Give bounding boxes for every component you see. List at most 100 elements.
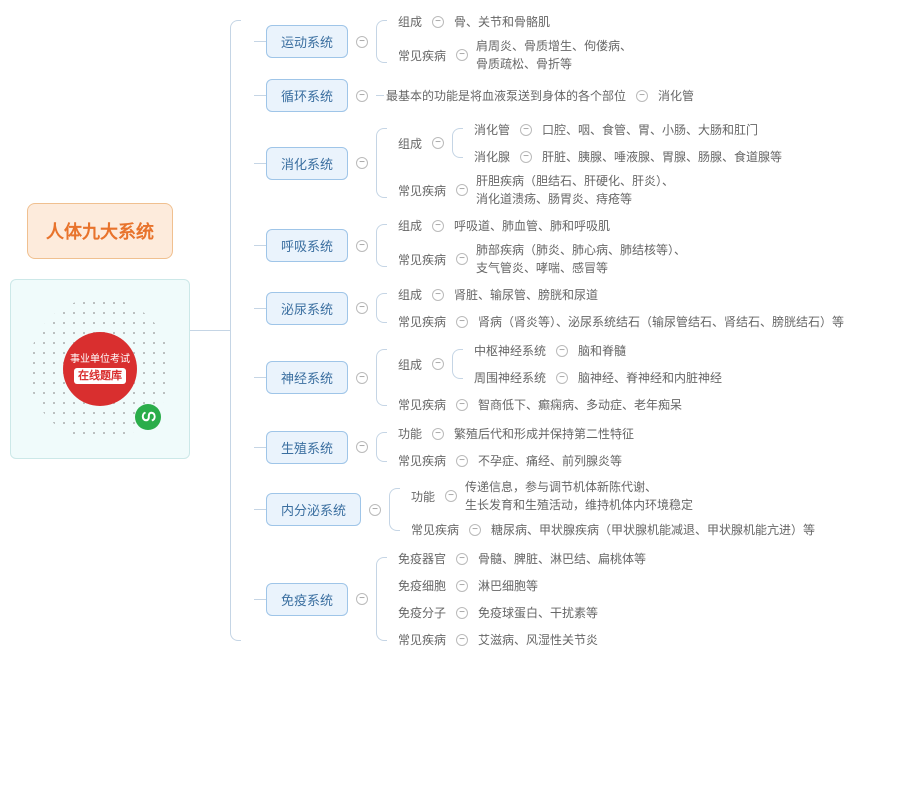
- system-node[interactable]: 内分泌系统: [266, 493, 361, 526]
- branch-label[interactable]: 功能: [396, 422, 424, 445]
- system-node[interactable]: 循环系统: [266, 79, 348, 112]
- leaf-text: 肾病（肾炎等）、泌尿系统结石（输尿管结石、肾结石、膀胱结石）等: [476, 310, 846, 333]
- collapse-icon[interactable]: −: [369, 504, 381, 516]
- system-row: 生殖系统−功能−繁殖后代和形成并保持第二性特征常见疾病−不孕症、痛经、前列腺炎等: [254, 422, 846, 472]
- branch-label[interactable]: 组成: [396, 132, 424, 155]
- collapse-icon[interactable]: −: [456, 553, 468, 565]
- qr-text-1: 事业单位考试: [70, 353, 130, 366]
- collapse-icon[interactable]: −: [556, 372, 568, 384]
- collapse-icon[interactable]: −: [445, 490, 457, 502]
- child-row: 常见疾病−肾病（肾炎等）、泌尿系统结石（输尿管结石、肾结石、膀胱结石）等: [396, 310, 846, 333]
- collapse-icon[interactable]: −: [356, 240, 368, 252]
- children-column: 功能−传递信息，参与调节机体新陈代谢、生长发育和生殖活动，维持机体内环境稳定常见…: [409, 478, 817, 541]
- leaf-text: 肾脏、输尿管、膀胱和尿道: [452, 283, 600, 306]
- collapse-icon[interactable]: −: [432, 289, 444, 301]
- branch-label[interactable]: 常见疾病: [396, 310, 448, 333]
- sub-row: 周围神经系统−脑神经、脊神经和内脏神经: [472, 366, 724, 389]
- root-node[interactable]: 人体九大系统: [27, 203, 173, 259]
- collapse-icon[interactable]: −: [456, 607, 468, 619]
- children-column: 功能−繁殖后代和形成并保持第二性特征常见疾病−不孕症、痛经、前列腺炎等: [396, 422, 636, 472]
- collapse-icon[interactable]: −: [356, 36, 368, 48]
- collapse-icon[interactable]: −: [456, 455, 468, 467]
- branch-label[interactable]: 常见疾病: [396, 449, 448, 472]
- branch-label[interactable]: 组成: [396, 10, 424, 33]
- collapse-icon[interactable]: −: [636, 90, 648, 102]
- branch-label[interactable]: 组成: [396, 214, 424, 237]
- bracket: [376, 10, 392, 73]
- qr-code-box[interactable]: 事业单位考试 在线题库 ഗ: [10, 279, 190, 459]
- system-row: 消化系统−组成−消化管−口腔、咽、食管、胃、小肠、大肠和肛门消化腺−肝脏、胰腺、…: [254, 118, 846, 208]
- collapse-icon[interactable]: −: [456, 316, 468, 328]
- branch-label[interactable]: 常见疾病: [396, 179, 448, 202]
- collapse-icon[interactable]: −: [432, 137, 444, 149]
- collapse-icon[interactable]: −: [456, 399, 468, 411]
- branch-label[interactable]: 常见疾病: [396, 393, 448, 416]
- child-row: 常见疾病−不孕症、痛经、前列腺炎等: [396, 449, 636, 472]
- leaf-tail: 消化管: [656, 84, 696, 107]
- sub-column: 中枢神经系统−脑和脊髓周围神经系统−脑神经、脊神经和内脏神经: [472, 339, 724, 389]
- branch-label[interactable]: 免疫细胞: [396, 574, 448, 597]
- collapse-icon[interactable]: −: [556, 345, 568, 357]
- collapse-icon[interactable]: −: [456, 580, 468, 592]
- branch-label[interactable]: 常见疾病: [409, 518, 461, 541]
- connector-line: [254, 95, 266, 96]
- bracket: [376, 422, 392, 472]
- system-node[interactable]: 免疫系统: [266, 583, 348, 616]
- child-row: 常见疾病−艾滋病、风湿性关节炎: [396, 628, 648, 651]
- leaf-text: 最基本的功能是将血液泵送到身体的各个部位: [384, 84, 628, 107]
- system-node[interactable]: 神经系统: [266, 361, 348, 394]
- collapse-icon[interactable]: −: [356, 302, 368, 314]
- branch-label[interactable]: 免疫器官: [396, 547, 448, 570]
- collapse-icon[interactable]: −: [456, 253, 468, 265]
- sub-label[interactable]: 消化管: [472, 118, 512, 141]
- children-column: 组成−消化管−口腔、咽、食管、胃、小肠、大肠和肛门消化腺−肝脏、胰腺、唾液腺、胃…: [396, 118, 784, 208]
- collapse-icon[interactable]: −: [432, 220, 444, 232]
- collapse-icon[interactable]: −: [456, 184, 468, 196]
- collapse-icon[interactable]: −: [432, 16, 444, 28]
- child-row: 组成−呼吸道、肺血管、肺和呼吸肌: [396, 214, 686, 237]
- sub-label[interactable]: 中枢神经系统: [472, 339, 548, 362]
- branch-label[interactable]: 常见疾病: [396, 248, 448, 271]
- collapse-icon[interactable]: −: [432, 358, 444, 370]
- branch-label[interactable]: 常见疾病: [396, 44, 448, 67]
- system-node[interactable]: 消化系统: [266, 147, 348, 180]
- collapse-icon[interactable]: −: [520, 124, 532, 136]
- branch-label[interactable]: 常见疾病: [396, 628, 448, 651]
- branch-label[interactable]: 功能: [409, 485, 437, 508]
- child-row: 组成−中枢神经系统−脑和脊髓周围神经系统−脑神经、脊神经和内脏神经: [396, 339, 724, 389]
- collapse-icon[interactable]: −: [456, 634, 468, 646]
- branch-label[interactable]: 组成: [396, 283, 424, 306]
- collapse-icon[interactable]: −: [520, 151, 532, 163]
- leaf-text-multiline: 肺部疾病（肺炎、肺心病、肺结核等）、支气管炎、哮喘、感冒等: [476, 241, 686, 277]
- collapse-icon[interactable]: −: [356, 441, 368, 453]
- collapse-icon[interactable]: −: [456, 49, 468, 61]
- branch-label[interactable]: 免疫分子: [396, 601, 448, 624]
- system-node[interactable]: 呼吸系统: [266, 229, 348, 262]
- branch-label[interactable]: 组成: [396, 353, 424, 376]
- collapse-icon[interactable]: −: [356, 90, 368, 102]
- sub-label[interactable]: 周围神经系统: [472, 366, 548, 389]
- collapse-icon[interactable]: −: [356, 593, 368, 605]
- child-row: 常见疾病−肝胆疾病（胆结石、肝硬化、肝炎）、消化道溃疡、肠胃炎、痔疮等: [396, 172, 784, 208]
- collapse-icon[interactable]: −: [356, 157, 368, 169]
- leaf-text: 骨、关节和骨骼肌: [452, 10, 552, 33]
- system-node[interactable]: 泌尿系统: [266, 292, 348, 325]
- connector-line: [376, 95, 384, 96]
- bracket: [376, 214, 392, 277]
- child-row: 免疫细胞−淋巴细胞等: [396, 574, 648, 597]
- child-row: 组成−骨、关节和骨骼肌: [396, 10, 632, 33]
- sub-label[interactable]: 消化腺: [472, 145, 512, 168]
- collapse-icon[interactable]: −: [356, 372, 368, 384]
- root-connector: [190, 330, 230, 331]
- bracket: [389, 478, 405, 541]
- sub-row: 中枢神经系统−脑和脊髓: [472, 339, 724, 362]
- connector-line: [254, 245, 266, 246]
- system-node[interactable]: 生殖系统: [266, 431, 348, 464]
- system-node[interactable]: 运动系统: [266, 25, 348, 58]
- leaf-text: 糖尿病、甲状腺疾病（甲状腺机能减退、甲状腺机能亢进）等: [489, 518, 817, 541]
- collapse-icon[interactable]: −: [469, 524, 481, 536]
- collapse-icon[interactable]: −: [432, 428, 444, 440]
- child-row: 常见疾病−肩周炎、骨质增生、佝偻病、骨质疏松、骨折等: [396, 37, 632, 73]
- child-row: 常见疾病−糖尿病、甲状腺疾病（甲状腺机能减退、甲状腺机能亢进）等: [409, 518, 817, 541]
- leaf-text: 骨髓、脾脏、淋巴结、扁桃体等: [476, 547, 648, 570]
